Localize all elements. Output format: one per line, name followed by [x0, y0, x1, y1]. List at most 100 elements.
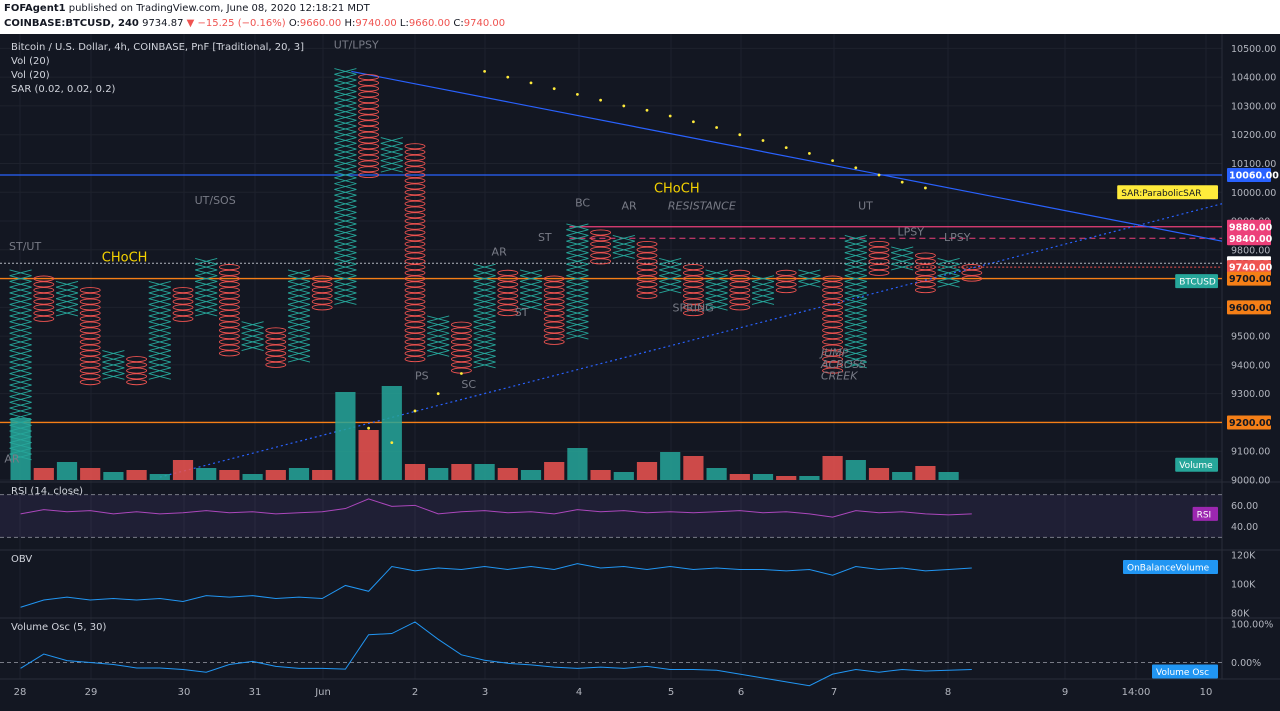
- x-box: [9, 269, 32, 277]
- time-axis[interactable]: 28 29 30 31 Jun 2 3 4 5 6 7 8 9 14:00 10: [14, 687, 1213, 698]
- x-box: [9, 281, 32, 288]
- sar-dot: [506, 75, 510, 79]
- volume-bar: [706, 468, 727, 480]
- indicator-panes: RSI (14, close) 60.00 40.00 RSI OBV 120K 100K 8…: [0, 486, 1273, 687]
- series-tag-text: Volume: [1179, 461, 1213, 471]
- level-price-text: 9700.00: [1229, 274, 1273, 285]
- x-column: [612, 234, 635, 259]
- x-box: [566, 252, 589, 259]
- x-box: [334, 154, 357, 162]
- series-tag: [1175, 274, 1218, 289]
- low-value: 9660.00: [408, 18, 451, 29]
- x-column: [937, 258, 960, 288]
- indicator-tag-text: Volume Osc: [1156, 668, 1209, 678]
- x-box: [334, 194, 357, 202]
- x-box: [891, 258, 914, 265]
- x-box: [9, 424, 32, 432]
- o-box: [590, 252, 612, 259]
- o-box: [543, 287, 565, 294]
- x-box: [380, 154, 403, 162]
- o-box: [729, 304, 751, 311]
- o-column: [126, 356, 148, 386]
- indicator-tick-label: 100.00%: [1231, 619, 1273, 630]
- x-box: [751, 286, 775, 294]
- price-axis[interactable]: 9000.00 9100.00 9200.00 9300.00 9400.00 9500.…: [1117, 44, 1279, 487]
- o-box: [79, 350, 101, 357]
- indicator-title: Volume Osc (5, 30): [11, 622, 106, 633]
- x-box: [334, 275, 357, 282]
- x-box: [844, 240, 867, 248]
- volume-bar: [381, 386, 402, 480]
- volume-bar: [358, 430, 379, 480]
- o-box: [404, 194, 426, 202]
- o-box: [450, 356, 472, 363]
- price-tick-label: 10300.00: [1231, 101, 1276, 112]
- o-box: [172, 310, 194, 317]
- o-box: [775, 275, 797, 282]
- o-box: [822, 327, 844, 334]
- x-box: [55, 298, 79, 305]
- x-box: [334, 160, 357, 167]
- o-box: [358, 102, 380, 109]
- x-box: [844, 344, 867, 351]
- x-column: [519, 269, 543, 311]
- o-box: [265, 356, 287, 363]
- time-tick-label: 6: [738, 687, 744, 698]
- x-box: [566, 286, 589, 294]
- volume-bar: [172, 460, 194, 480]
- o-box: [358, 160, 380, 167]
- annotation-label: CHoCH: [102, 250, 148, 265]
- o-box: [450, 333, 472, 340]
- x-box: [241, 321, 264, 328]
- x-box: [195, 298, 218, 305]
- author-name[interactable]: FOFAgent1: [4, 3, 66, 14]
- price-change: −15.25 (−0.16%): [197, 18, 286, 29]
- o-box: [265, 327, 287, 334]
- o-box: [218, 338, 240, 345]
- sar-dot: [831, 159, 834, 163]
- o-box: [636, 287, 658, 294]
- time-tick-label: 31: [249, 687, 262, 698]
- o-box: [682, 281, 704, 288]
- sar-dot: [784, 146, 788, 150]
- volume-bar: [103, 472, 124, 480]
- volume-bar: [312, 470, 333, 480]
- x-box: [334, 188, 357, 196]
- x-box: [287, 286, 311, 294]
- x-box: [334, 114, 357, 121]
- o-box: [868, 269, 890, 276]
- series-tag-text: BTCUSD: [1179, 278, 1216, 288]
- o-box: [126, 379, 148, 386]
- o-box: [218, 275, 240, 282]
- o-box: [729, 281, 751, 288]
- x-column: [9, 269, 32, 461]
- x-box: [9, 298, 32, 305]
- o-box: [358, 85, 380, 92]
- x-box: [9, 344, 32, 351]
- x-box: [55, 292, 79, 300]
- x-box: [659, 263, 682, 271]
- o-box: [404, 264, 426, 271]
- chart-canvas[interactable]: ST/UT CHoCH UT/SOS UT/LPSY PS SC AR ST ST BC CHoCH…: [0, 34, 1280, 711]
- x-box: [334, 142, 357, 150]
- x-box: [473, 344, 496, 351]
- o-box: [822, 350, 844, 357]
- o-box: [79, 367, 101, 374]
- o-box: [822, 304, 844, 311]
- x-box: [380, 137, 403, 144]
- time-tick-label: 14:00: [1122, 687, 1151, 698]
- x-box: [334, 148, 357, 156]
- o-box: [358, 137, 380, 144]
- x-box: [9, 413, 32, 421]
- annotation-label: CHoCH: [654, 181, 700, 196]
- o-box: [358, 131, 380, 138]
- o-column: [265, 327, 287, 368]
- o-box: [358, 143, 380, 150]
- x-column: [659, 258, 682, 294]
- o-box: [543, 275, 565, 282]
- annotation-label: ACROSS: [820, 358, 866, 371]
- x-box: [891, 263, 914, 271]
- x-box: [844, 321, 867, 328]
- x-box: [473, 281, 496, 288]
- o-box: [590, 241, 612, 248]
